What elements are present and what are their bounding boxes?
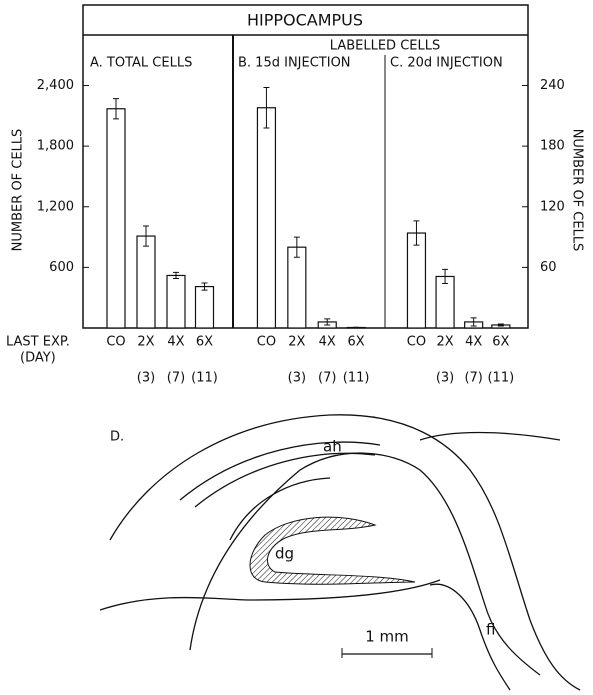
group-title: LABELLED CELLS <box>330 39 440 54</box>
x-axis-label: (DAY) <box>20 351 56 366</box>
error-bar <box>173 271 179 279</box>
bar <box>256 107 277 329</box>
error-bar <box>324 318 331 326</box>
outline <box>189 452 541 676</box>
x-tick-label: CO <box>407 335 426 350</box>
bar <box>287 246 307 329</box>
y-axis-label: NUMBER OF CELLS <box>11 129 26 252</box>
y-tick-label: 1,200 <box>37 199 74 214</box>
error-bar <box>293 236 300 258</box>
region-label: fi <box>486 621 495 639</box>
x-tick-label: 6X <box>348 335 365 350</box>
error-bar <box>497 323 504 327</box>
error-bar <box>413 220 420 246</box>
panel-subtitle: C. 20d INJECTION <box>390 56 503 71</box>
y-tick-label: 1,800 <box>37 139 74 154</box>
bar <box>106 108 126 329</box>
y2-tick-label: 120 <box>540 199 565 214</box>
panel-subtitle: B. 15d INJECTION <box>238 56 351 71</box>
error-bar <box>470 317 477 327</box>
error-bar <box>353 326 360 329</box>
error-bar <box>442 268 449 285</box>
y2-tick-label: 60 <box>540 260 557 275</box>
y2-tick-label: 240 <box>540 78 565 93</box>
panel-label: D. <box>110 430 124 445</box>
error-bar <box>201 282 208 291</box>
scale-label: 1 mm <box>365 628 409 646</box>
bar <box>166 274 186 329</box>
y2-tick-label: 180 <box>540 139 565 154</box>
outline <box>99 579 441 611</box>
error-bar <box>143 225 149 247</box>
x-sublabel: (7) <box>318 371 336 386</box>
bar <box>406 232 427 329</box>
y2-axis-label: NUMBER OF CELLS <box>570 129 585 252</box>
dentate-gyrus <box>249 516 416 585</box>
outline <box>109 414 581 691</box>
diagram: D. ah dg fi 1 mm <box>99 414 581 691</box>
x-sublabel: (11) <box>487 371 514 386</box>
bar <box>194 285 215 329</box>
x-sublabel: (3) <box>137 371 155 386</box>
outline <box>179 441 381 501</box>
bar <box>435 275 455 329</box>
y-tick-label: 600 <box>49 260 74 275</box>
x-axis-label: LAST EXP. <box>6 335 70 350</box>
y-tick-label: 2,400 <box>37 78 74 93</box>
region-label: dg <box>275 545 294 563</box>
outline <box>429 583 511 691</box>
x-tick-label: 4X <box>465 335 482 350</box>
x-tick-label: CO <box>257 335 276 350</box>
x-sublabel: (7) <box>464 371 482 386</box>
x-tick-label: 4X <box>319 335 336 350</box>
error-bar <box>113 98 119 120</box>
error-bar <box>263 87 270 129</box>
outline <box>229 477 331 541</box>
chart-title: HIPPOCAMPUS <box>247 11 363 30</box>
x-tick-label: 2X <box>288 335 305 350</box>
x-sublabel: (11) <box>191 371 218 386</box>
bar <box>136 235 156 329</box>
x-sublabel: (11) <box>343 371 370 386</box>
x-tick-label: 4X <box>167 335 184 350</box>
panel-subtitle: A. TOTAL CELLS <box>90 56 192 71</box>
x-sublabel: (3) <box>288 371 306 386</box>
outline <box>419 431 561 441</box>
x-tick-label: 2X <box>436 335 453 350</box>
x-tick-label: 2X <box>137 335 154 350</box>
outline <box>194 452 376 508</box>
x-tick-label: 6X <box>492 335 509 350</box>
x-sublabel: (7) <box>167 371 185 386</box>
x-sublabel: (3) <box>436 371 454 386</box>
region-label: ah <box>323 438 342 456</box>
x-tick-label: CO <box>106 335 125 350</box>
x-tick-label: 6X <box>196 335 213 350</box>
